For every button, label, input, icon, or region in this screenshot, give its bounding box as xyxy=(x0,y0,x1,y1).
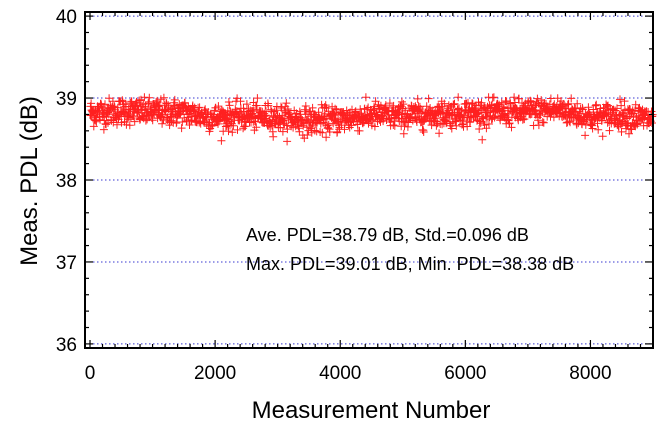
x-tick-labels: 0 2000 4000 6000 8000 xyxy=(85,363,612,384)
y-axis-title: Meas. PDL (dB) xyxy=(16,96,43,266)
annotation-max-min: Max. PDL=39.01 dB, Min. PDL=38.38 dB xyxy=(246,254,574,274)
x-tick-label: 2000 xyxy=(194,363,236,384)
axis-ticks xyxy=(85,12,654,348)
y-tick-label: 40 xyxy=(56,7,77,28)
y-tick-label: 38 xyxy=(56,171,77,192)
annotation-average-std: Ave. PDL=38.79 dB, Std.=0.096 dB xyxy=(246,225,529,245)
y-tick-labels: 36 37 38 39 40 xyxy=(56,7,77,356)
y-tick-label: 39 xyxy=(56,89,77,110)
x-tick-label: 8000 xyxy=(569,363,611,384)
gridlines xyxy=(85,15,653,345)
data-points xyxy=(86,93,657,146)
x-tick-label: 0 xyxy=(85,363,96,384)
y-tick-label: 36 xyxy=(56,335,77,356)
series-markers xyxy=(86,93,657,146)
y-tick-label: 37 xyxy=(56,253,77,274)
x-tick-label: 6000 xyxy=(444,363,486,384)
x-axis-title: Measurement Number xyxy=(252,397,491,424)
x-tick-label: 4000 xyxy=(319,363,361,384)
